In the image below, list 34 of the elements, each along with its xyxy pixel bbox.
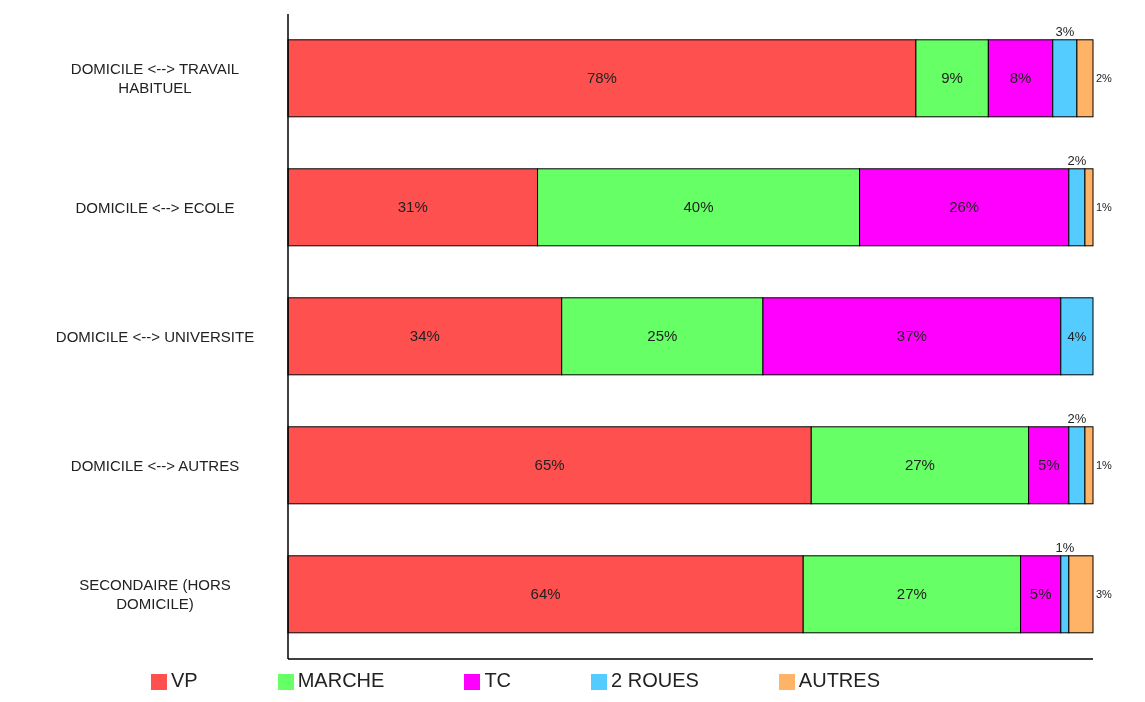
legend-label: AUTRES (798, 669, 880, 691)
y-tick-label: SECONDAIRE (HORS DOMICILE) (79, 576, 231, 612)
data-label: 3% (1055, 23, 1075, 39)
legend-label: VP (171, 669, 198, 691)
data-label: 34% (409, 327, 440, 345)
data-label: 65% (534, 456, 565, 474)
legend-label: MARCHE (297, 669, 385, 691)
y-tick-label: DOMICILE <--> TRAVAIL HABITUEL (70, 60, 240, 96)
data-label: 5% (1029, 585, 1052, 603)
data-label: 8% (1009, 69, 1032, 87)
y-tick-label: DOMICILE <--> ECOLE (75, 198, 235, 216)
data-label: 78% (586, 69, 617, 87)
data-label: 2% (1067, 152, 1087, 168)
legend-label: TC (484, 669, 512, 691)
data-label: 26% (949, 198, 980, 216)
data-label: 31% (397, 198, 428, 216)
data-label: 1% (1096, 459, 1113, 472)
data-label: 1% (1055, 539, 1075, 555)
data-label: 9% (941, 69, 963, 87)
data-label: 37% (896, 327, 927, 345)
data-label: 1% (1096, 201, 1113, 214)
data-label: 3% (1096, 588, 1113, 601)
y-tick-label: DOMICILE <--> UNIVERSITE (55, 327, 255, 345)
data-label: 40% (683, 198, 714, 216)
data-label: 25% (647, 327, 678, 345)
data-label: 27% (896, 585, 927, 603)
y-tick-label: DOMICILE <--> AUTRES (70, 456, 240, 474)
legend-label: 2 ROUES (611, 669, 699, 691)
data-label: 64% (530, 585, 561, 603)
data-label: 5% (1037, 456, 1060, 474)
data-label: 2% (1067, 410, 1087, 426)
data-label: 27% (904, 456, 935, 474)
data-label: 4% (1067, 329, 1087, 345)
data-label: 2% (1096, 72, 1113, 85)
